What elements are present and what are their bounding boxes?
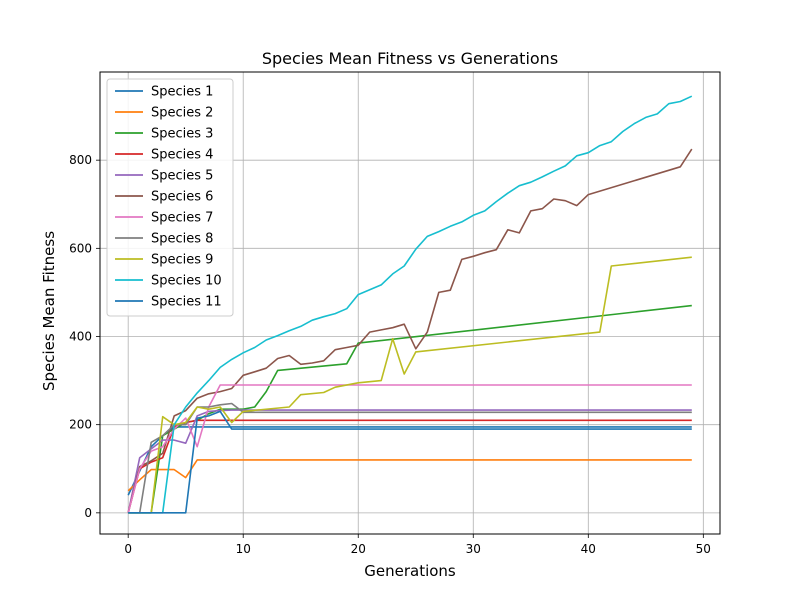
legend-label: Species 9 [151,253,213,268]
x-tick-label: 10 [236,542,251,556]
axis-ticks: 0 10 20 30 40 50 0 200 400 600 800 [69,153,711,556]
x-tick-label: 30 [466,542,481,556]
legend-label: Species 1 [151,85,213,100]
series-lines [127,95,693,514]
legend-label: Species 10 [151,274,222,289]
legend-label: Species 4 [151,148,213,163]
legend-label: Species 6 [151,190,213,205]
legend-label: Species 5 [151,169,213,184]
legend-label: Species 8 [151,232,213,247]
legend-label: Species 2 [151,106,213,121]
axes-frame [99,71,721,535]
series-line-species-11 [128,410,692,514]
series-line-species-6 [127,148,693,513]
chart-title: Species Mean Fitness vs Generations [262,49,558,68]
y-axis-label: Species Mean Fitness [40,231,58,391]
series-line-species-9 [128,256,692,514]
legend-box [106,78,234,317]
series-line-species-7 [127,384,692,514]
series-line-species-3 [128,304,692,514]
legend-label: Species 11 [151,295,222,310]
y-tick-label: 600 [69,241,92,255]
x-tick-label: 0 [124,542,132,556]
series-line-species-10 [128,95,693,514]
y-tick-label: 200 [69,418,92,432]
y-tick-label: 0 [84,506,92,520]
y-tick-label: 400 [69,330,92,344]
x-tick-label: 40 [581,542,596,556]
legend-label: Species 7 [151,211,213,226]
x-axis-label: Generations [364,562,456,580]
legend-label: Species 3 [151,127,213,142]
x-tick-label: 20 [351,542,366,556]
x-tick-label: 50 [696,542,711,556]
y-tick-label: 800 [69,153,92,167]
series-line-species-5 [127,409,692,513]
legend: Species 1 Species 2 Species 3 Species 4 Spec… [106,78,234,317]
